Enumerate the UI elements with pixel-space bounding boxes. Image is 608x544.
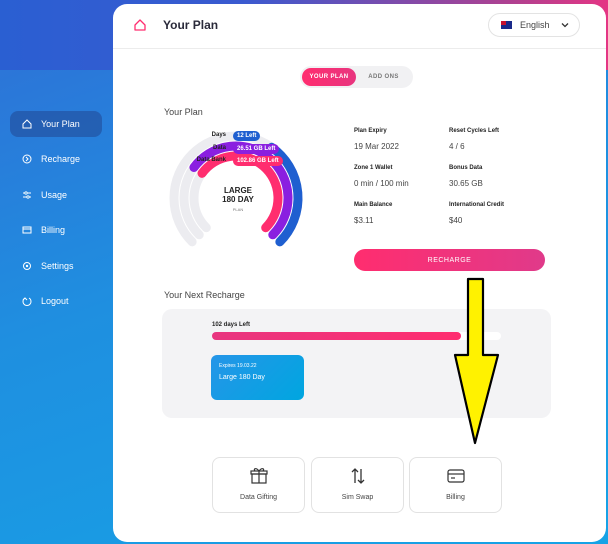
annotation-arrow — [453, 277, 500, 445]
stat-zone1-wallet: Zone 1 Wallet 0 min / 100 min — [354, 165, 409, 188]
data-left-badge: 26.51 GB Left — [233, 144, 280, 154]
recharge-icon — [22, 154, 32, 164]
sidebar-item-logout[interactable]: Logout — [10, 288, 102, 314]
sidebar-item-settings[interactable]: Settings — [10, 253, 102, 279]
expires-plan-name: Large 180 Day — [219, 374, 265, 381]
language-label: English — [520, 20, 550, 30]
data-gifting-button[interactable]: Data Gifting — [212, 457, 305, 513]
billing-icon — [22, 225, 32, 235]
stat-bonus-data: Bonus Data 30.65 GB — [449, 165, 483, 188]
card-icon — [447, 469, 465, 483]
recharge-progress-bar — [212, 332, 501, 340]
ring-2-fill — [197, 151, 283, 233]
header: Your Plan English — [113, 4, 606, 49]
sidebar-item-label: Settings — [41, 261, 74, 271]
page-title: Your Plan — [163, 18, 219, 32]
expires-date: Expires 19.03.22 — [219, 363, 257, 369]
ring-label-data-bank: Data Bank — [196, 157, 226, 163]
sidebar-item-label: Billing — [41, 225, 66, 235]
sidebar: Your Plan Recharge Usage Billing Setting… — [0, 0, 113, 544]
action-label: Billing — [446, 494, 465, 501]
sidebar-item-recharge[interactable]: Recharge — [10, 146, 102, 172]
days-left-label: 102 days Left — [212, 322, 251, 328]
sidebar-item-label: Your Plan — [41, 119, 80, 129]
days-left-badge: 12 Left — [233, 131, 261, 141]
sidebar-item-usage[interactable]: Usage — [10, 182, 102, 208]
sidebar-item-billing[interactable]: Billing — [10, 217, 102, 243]
action-label: Data Gifting — [240, 494, 277, 501]
plan-name: LARGE 180 DAY — [222, 186, 254, 204]
action-label: Sim Swap — [341, 494, 374, 501]
ring-label-days: Days — [211, 132, 226, 138]
tab-bar: YOUR PLAN ADD ONS — [300, 66, 413, 88]
main-panel: Your Plan English YOUR PLAN ADD ONS Your… — [113, 4, 606, 542]
chevron-down-icon — [561, 23, 569, 28]
data-bank-left-badge: 102.86 GB Left — [233, 156, 283, 166]
sidebar-item-your-plan[interactable]: Your Plan — [10, 111, 102, 137]
tab-your-plan[interactable]: YOUR PLAN — [302, 68, 356, 86]
billing-action-button[interactable]: Billing — [409, 457, 502, 513]
next-recharge-title: Your Next Recharge — [164, 290, 245, 300]
recharge-progress-fill — [212, 332, 461, 340]
home-icon — [22, 119, 32, 129]
plan-name-sub: PLAN — [232, 207, 244, 212]
settings-icon — [22, 261, 32, 271]
expires-plan-card[interactable]: Expires 19.03.22 Large 180 Day — [211, 355, 304, 400]
sidebar-item-label: Logout — [41, 296, 69, 306]
swap-icon — [351, 468, 365, 484]
stat-reset-cycles: Reset Cycles Left 4 / 6 — [449, 128, 500, 151]
home-icon — [134, 19, 146, 31]
australia-flag-icon — [501, 21, 512, 29]
ring-label-data: Data — [212, 145, 226, 151]
stat-international-credit: International Credit $40 — [449, 202, 505, 225]
logout-icon — [22, 296, 32, 306]
sim-swap-button[interactable]: Sim Swap — [311, 457, 404, 513]
ring-0-fill — [267, 142, 303, 247]
gift-icon — [250, 468, 268, 484]
language-select[interactable]: English — [488, 13, 580, 37]
usage-icon — [22, 190, 32, 200]
sidebar-item-label: Usage — [41, 190, 68, 200]
plan-section-title: Your Plan — [164, 107, 203, 117]
sidebar-item-label: Recharge — [41, 154, 81, 164]
tab-add-ons[interactable]: ADD ONS — [368, 74, 399, 80]
recharge-button[interactable]: RECHARGE — [354, 249, 545, 271]
stat-plan-expiry: Plan Expiry 19 Mar 2022 — [354, 128, 399, 151]
stat-main-balance: Main Balance $3.11 — [354, 202, 393, 225]
